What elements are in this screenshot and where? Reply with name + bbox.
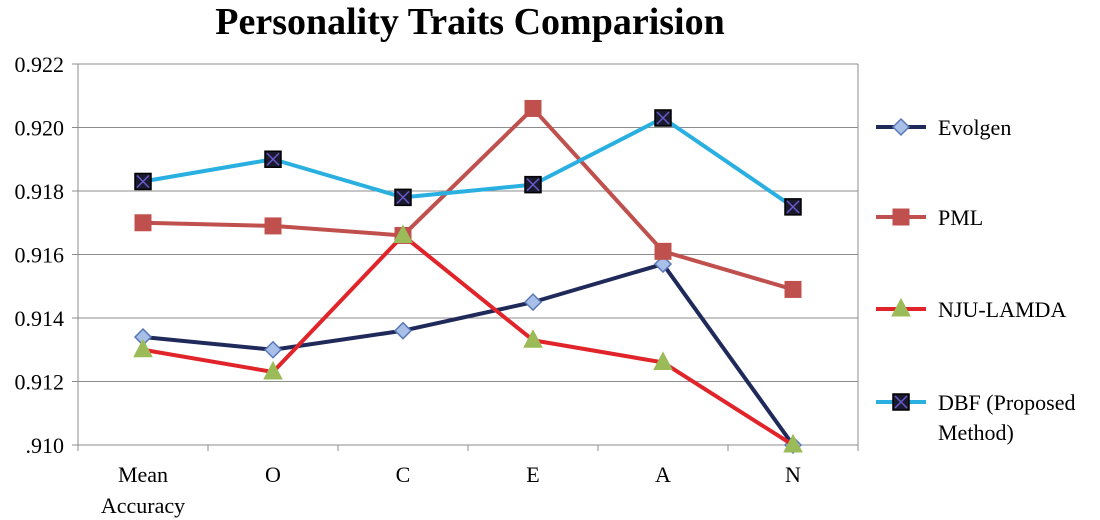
y-tick-labels: .910 0.912 0.914 0.916 0.918 0.920 0.922: [15, 52, 65, 458]
data-point-3-0: [134, 172, 152, 191]
data-point-3-3: [524, 175, 542, 194]
series-line-2: [142, 233, 795, 447]
x-tick-label-2: C: [396, 462, 411, 487]
series-2: [133, 224, 803, 453]
chart-title: Personality Traits Comparision: [215, 1, 724, 43]
legend-item-1: PML: [876, 205, 983, 230]
data-point-0-4: [653, 254, 673, 274]
legend-label-2: NJU-LAMDA: [938, 297, 1066, 322]
y-tick-label-5: 0.920: [15, 116, 65, 141]
legend-marker-0: [891, 117, 911, 137]
x-tick-label-5: N: [785, 462, 801, 487]
y-tick-label-6: 0.922: [15, 52, 65, 77]
y-tick-label-2: 0.914: [15, 306, 65, 331]
x-tick-label-3: E: [526, 462, 539, 487]
data-point-2-3: [523, 329, 543, 348]
series-lines: [133, 99, 803, 455]
x-tick-label-0: Mean Accuracy: [101, 462, 185, 518]
series-1: [134, 99, 802, 298]
legend-marker-2: [891, 297, 911, 317]
data-point-1-1: [264, 217, 282, 235]
data-point-2-2: [393, 224, 413, 243]
y-tick-label-1: 0.912: [15, 370, 65, 395]
legend-label-1: PML: [938, 205, 983, 230]
y-tick-label-4: 0.918: [15, 179, 65, 204]
data-point-3-2: [394, 188, 412, 207]
data-point-2-0: [133, 338, 153, 358]
data-point-0-2: [393, 321, 413, 340]
data-point-2-5: [783, 433, 803, 453]
legend-item-2: NJU-LAMDA: [876, 297, 1066, 322]
data-point-1-0: [134, 214, 152, 232]
data-point-0-3: [523, 293, 543, 312]
data-point-1-3: [524, 99, 542, 117]
x-tick-labels: Mean Accuracy O C E A N: [101, 462, 801, 518]
grid-lines: [78, 63, 858, 446]
data-point-2-4: [653, 351, 673, 370]
data-point-3-4: [654, 109, 672, 127]
legend: Evolgen PML NJU-LAMDA DBF (Proposed Method): [876, 115, 1076, 445]
axes: [72, 63, 859, 451]
legend-label-0: Evolgen: [938, 115, 1011, 140]
series-3: [134, 109, 802, 216]
data-point-3-1: [264, 150, 282, 168]
data-point-1-5: [784, 280, 802, 298]
series-line-0: [142, 262, 795, 447]
series-line-1: [142, 106, 794, 292]
legend-item-3: DBF (Proposed Method): [876, 390, 1076, 445]
data-point-2-1: [263, 360, 283, 380]
legend-marker-3: [892, 393, 910, 411]
x-tick-label-1: O: [265, 462, 281, 487]
y-tick-label-3: 0.916: [15, 243, 65, 268]
legend-item-0: Evolgen: [876, 115, 1011, 140]
x-tick-label-4: A: [655, 462, 671, 487]
data-point-1-4: [654, 242, 672, 260]
y-tick-label-0: .910: [26, 433, 65, 458]
legend-label-3: DBF (Proposed Method): [938, 390, 1076, 445]
data-point-0-1: [263, 340, 283, 359]
series-line-3: [142, 115, 795, 209]
legend-marker-1: [892, 208, 910, 226]
data-point-3-5: [784, 198, 802, 216]
